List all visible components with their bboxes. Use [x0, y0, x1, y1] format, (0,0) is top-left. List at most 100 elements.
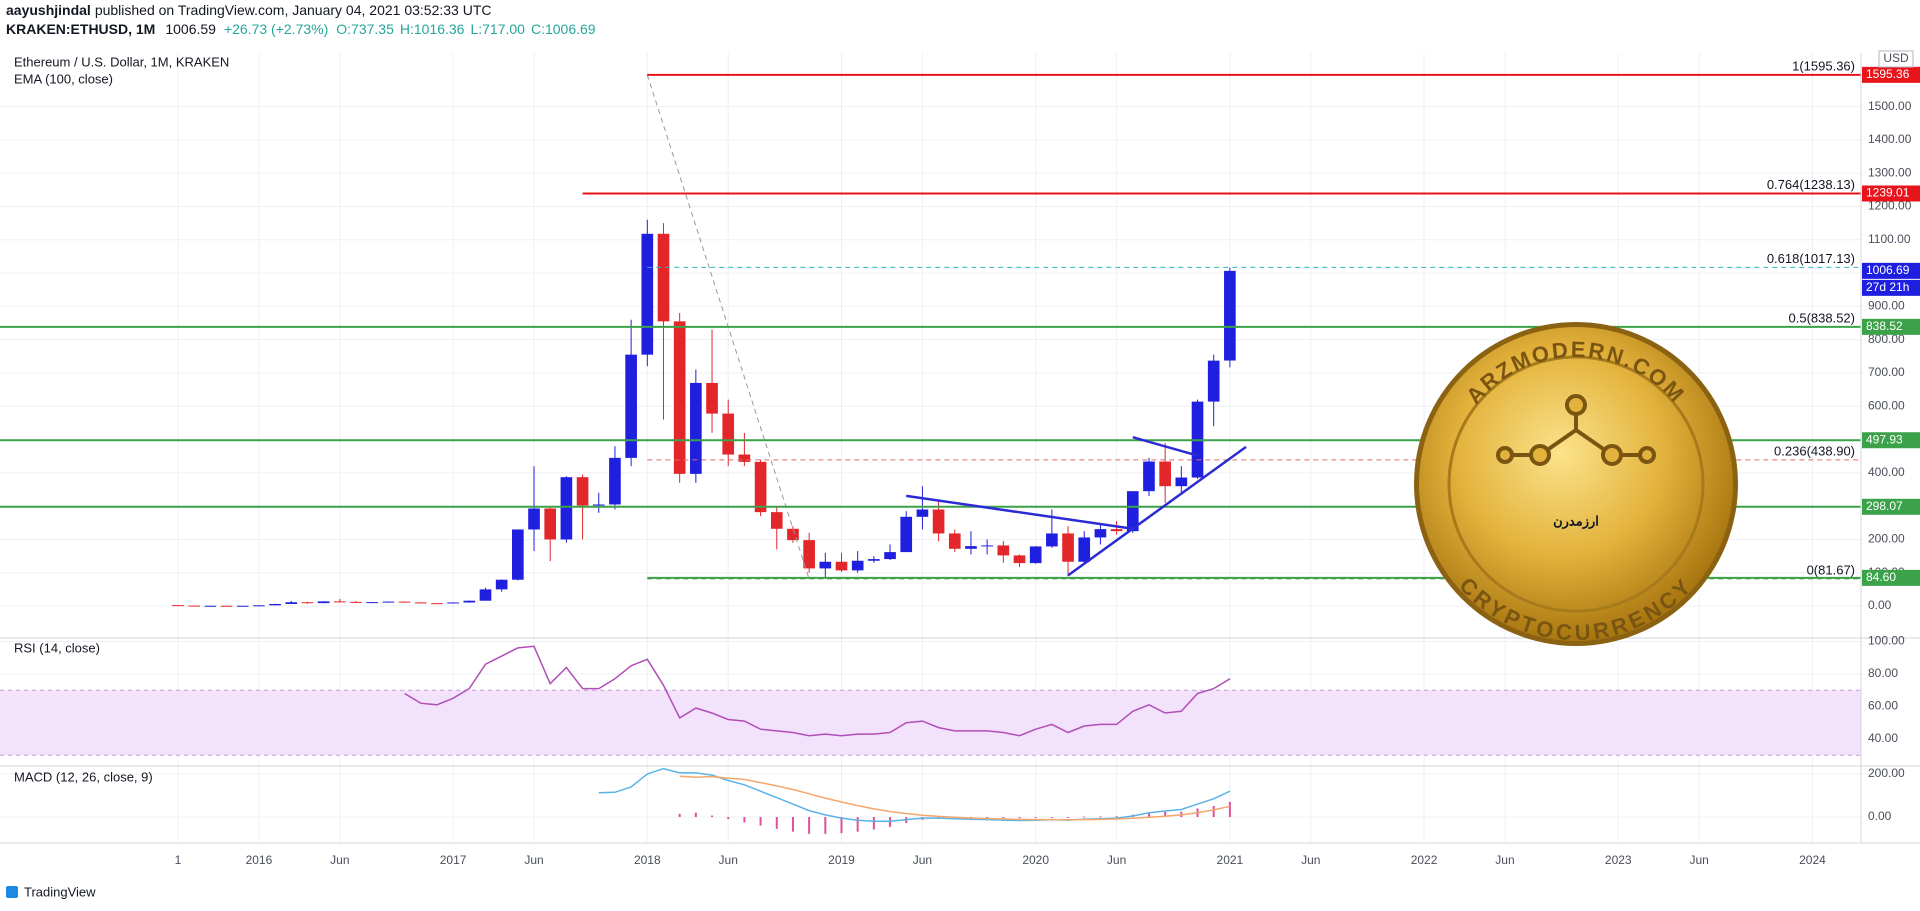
candle-body [609, 457, 621, 505]
histogram-bar [856, 817, 859, 832]
fib-label: 0.5(838.52) [1789, 310, 1856, 325]
y-tick-label: 1100.00 [1868, 232, 1911, 246]
candle-body [366, 602, 379, 604]
brand: TradingView [24, 884, 96, 899]
histogram-bar [791, 817, 794, 832]
candle-body [398, 601, 411, 603]
chart-layer: 1 2016 Jun 2017 Jun 2018 Jun 2019 Jun 2020 Jun 2021… [0, 50, 1920, 867]
histogram-bar [824, 817, 827, 834]
pane-title: RSI (14, close) [14, 640, 100, 655]
x-tick-label: Jun [1107, 853, 1126, 867]
coin-inner-ring [1447, 355, 1705, 613]
price-tag-label: 84.60 [1866, 570, 1896, 584]
indicator-line [679, 775, 1231, 821]
candle-body [625, 354, 637, 458]
candle-body [657, 233, 670, 322]
candle-body [253, 605, 265, 607]
candle-body [269, 603, 281, 606]
candle-body [1224, 270, 1236, 361]
trend-line [906, 494, 1133, 531]
candle-body [414, 602, 427, 604]
histogram-bar [1067, 817, 1070, 819]
y-tick-label: 0.00 [1868, 809, 1892, 823]
x-tick-label: 2018 [634, 853, 661, 867]
histogram-bar [1002, 817, 1005, 819]
histogram-bar [1228, 801, 1231, 818]
candle-body [981, 545, 993, 547]
candle-body [916, 509, 929, 517]
y-tick-label: 100.00 [1868, 634, 1905, 648]
candle-body [673, 321, 686, 474]
candle-body [1078, 537, 1091, 562]
fib-label: 0.764(1238.13) [1767, 177, 1855, 192]
candle-body [1175, 477, 1188, 487]
y-tick-label: 1300.00 [1868, 165, 1912, 179]
y-tick-label: 1400.00 [1868, 132, 1912, 146]
trend-line [1067, 445, 1247, 577]
y-tick-label: 40.00 [1868, 731, 1898, 745]
candle-body [690, 382, 702, 474]
candle-body [706, 382, 718, 414]
candle-body [932, 509, 945, 534]
candle-body [382, 601, 395, 603]
histogram-bar [1050, 817, 1053, 819]
x-tick-label: Jun [1689, 853, 1708, 867]
histogram-bar [727, 817, 730, 820]
x-tick-label: 2023 [1605, 853, 1632, 867]
histogram-bar [840, 817, 843, 834]
y-tick-label: 400.00 [1868, 465, 1905, 479]
price-tag-label: 497.93 [1866, 432, 1903, 446]
candle-body [835, 561, 848, 571]
histogram-bar [775, 817, 778, 829]
candle-body [770, 512, 783, 529]
candle-body [431, 603, 443, 605]
candle-body [1110, 529, 1123, 532]
countdown-tag [1862, 279, 1920, 296]
y-tick-label: 1500.00 [1868, 99, 1912, 113]
y-tick-label: 200.00 [1868, 532, 1905, 546]
x-tick-label: 2020 [1022, 853, 1049, 867]
x-tick-label: 2024 [1799, 853, 1826, 867]
candle-body [948, 533, 961, 549]
candle-body [738, 454, 751, 462]
candle-body [350, 601, 362, 603]
histogram-bar [1212, 805, 1215, 818]
x-tick-label: 2021 [1217, 853, 1244, 867]
x-tick-label: 2019 [828, 853, 855, 867]
coin-persian-text: ارزمدرن [1553, 513, 1599, 529]
published: published on TradingView.com, January 04… [95, 2, 492, 18]
coin-face [1419, 327, 1733, 641]
candle-body [1046, 533, 1058, 547]
last-price-label: 1006.69 [1866, 263, 1910, 277]
ohlc-high: H:1016.36 [400, 21, 465, 37]
candle-body [188, 605, 201, 607]
footer: TradingView [6, 884, 96, 899]
candle-body [204, 605, 217, 607]
price-tag-label: 1239.01 [1866, 186, 1910, 200]
candle-body [334, 601, 346, 603]
candle-body [285, 602, 298, 604]
fib-label: 0(81.67) [1807, 562, 1855, 577]
pane-title: Ethereum / U.S. Dollar, 1M, KRAKEN [14, 54, 229, 69]
coin-icon [1496, 394, 1656, 466]
histogram-bar [678, 813, 681, 818]
candle-body [317, 601, 330, 604]
candle-body [479, 589, 492, 601]
y-tick-label: 0.00 [1868, 598, 1892, 612]
indicator-line [598, 767, 1231, 823]
y-tick-label: 700.00 [1868, 365, 1905, 379]
price-tag [1862, 185, 1920, 202]
candle-body [1094, 529, 1107, 538]
candle-body [576, 477, 589, 506]
histogram-bar [743, 817, 746, 823]
histogram-bar [1147, 812, 1150, 818]
candle-body [1013, 555, 1026, 564]
change: +26.73 (+2.73%) [224, 21, 328, 37]
x-tick-label: Jun [524, 853, 543, 867]
candle-body [544, 508, 557, 540]
candle-body [301, 602, 314, 604]
histogram-bar [1115, 816, 1118, 818]
x-tick-label: 2017 [440, 853, 467, 867]
histogram-bar [1099, 816, 1102, 818]
